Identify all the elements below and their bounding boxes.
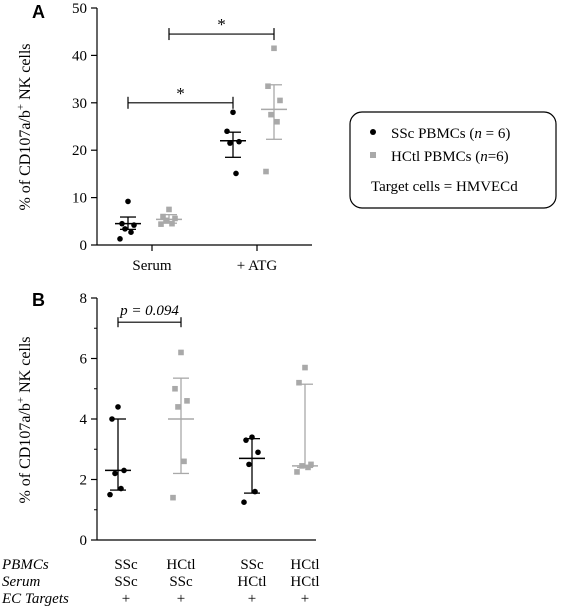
panel-a-point-hctl (268, 111, 274, 118)
panel-b-y-tick-label: 8 (80, 291, 88, 307)
condition-cell: HCtl (290, 557, 319, 573)
panel-b-point (178, 349, 184, 356)
panel-b-point (181, 458, 187, 465)
panel-a-axes: 0 10 20 30 40 50 Serum + ATG (72, 1, 312, 274)
panel-b-y-tick-label: 0 (80, 533, 88, 549)
panel-a-y-tick-label: 0 (80, 238, 88, 254)
panel-a-point-hctl (166, 206, 172, 213)
panel-a-point-hctl (271, 45, 277, 52)
panel-b-point (296, 379, 302, 386)
panel-a-point-hctl (274, 118, 280, 125)
panel-a-point-hctl (172, 215, 178, 222)
panel-b-point (115, 404, 121, 410)
panel-b-y-tick-label: 4 (80, 412, 88, 428)
panel-b-marks (105, 317, 318, 505)
panel-a-point-ssc (233, 170, 239, 177)
panel-b-y-tick-label: 6 (80, 352, 88, 368)
condition-cell: + (122, 591, 130, 607)
panel-b-y-tick-label: 2 (80, 473, 88, 489)
legend-ssc-label: SSc PBMCs (n = 6) (391, 126, 510, 142)
panel-a-y-tick-label: 30 (72, 96, 87, 112)
panel-b-point (241, 499, 247, 505)
panel-a-point-hctl (263, 168, 269, 175)
panel-a-x-tick-label: Serum (132, 258, 171, 274)
panel-b-point (255, 449, 261, 456)
panel-a-y-axis-label: % of CD107a/b+ NK cells (15, 43, 34, 210)
panel-a-point-ssc (224, 128, 230, 135)
legend-hctl-label: HCtl PBMCs (n=6) (391, 149, 509, 165)
panel-a-letter: A (32, 2, 45, 22)
panel-a-point-hctl (265, 83, 271, 90)
condition-cell: SSc (240, 557, 264, 573)
panel-a-y-tick-label: 20 (72, 143, 87, 159)
legend: SSc PBMCs (n = 6) HCtl PBMCs (n=6) Targe… (349, 111, 557, 209)
panel-a-y-tick-label: 10 (72, 191, 87, 207)
condition-row-label: PBMCs (1, 557, 49, 573)
panel-b-point (246, 461, 252, 468)
panel-b-letter: B (32, 290, 45, 310)
panel-a-point-hctl (160, 213, 166, 220)
legend-ssc-marker (370, 129, 376, 135)
panel-b-point (302, 364, 308, 371)
panel-b-point (175, 404, 181, 410)
panel-a-point-ssc (236, 138, 242, 145)
condition-cell: SSc (114, 557, 138, 573)
condition-row-label: Serum (2, 574, 40, 590)
panel-b-point (170, 494, 176, 501)
panel-b-point (184, 398, 190, 404)
panel-a-point-ssc (128, 229, 134, 236)
panel-a-marks: ** (115, 15, 287, 242)
panel-a: A % of CD107a/b+ NK cells 0 10 20 30 40 50 Ser… (15, 1, 312, 274)
panel-b: B % of CD107a/b+ NK cells p = 0.094 0 2 4 6… (1, 290, 320, 607)
panel-a-point-ssc (230, 109, 236, 116)
panel-a-point-hctl (277, 97, 283, 104)
panel-a-point-hctl (158, 221, 164, 227)
legend-target-note: Target cells = HMVECd (371, 179, 518, 195)
legend-box (349, 111, 557, 209)
panel-a-y-tick-label: 50 (72, 1, 87, 17)
panel-a-y-tick-label: 40 (72, 48, 87, 64)
condition-cell: + (301, 591, 309, 607)
panel-b-axes: 0 2 4 6 8 (80, 291, 316, 549)
panel-b-point (107, 491, 113, 498)
panel-b-point (308, 461, 314, 468)
panel-b-point (112, 470, 118, 477)
panel-a-point-hctl (163, 217, 169, 224)
condition-cell: HCtl (166, 557, 195, 573)
panel-b-point (294, 469, 300, 475)
condition-cell: HCtl (290, 574, 319, 590)
condition-cell: + (248, 591, 256, 607)
panel-b-y-axis-label: % of CD107a/b+ NK cells (15, 336, 34, 503)
panel-a-x-tick-label: + ATG (237, 258, 278, 274)
panel-b-point (172, 385, 178, 392)
condition-cell: SSc (114, 574, 138, 590)
panel-a-point-ssc (117, 236, 123, 242)
panel-a-point-ssc (227, 140, 233, 146)
panel-a-point-ssc (125, 198, 131, 205)
panel-b-p-value: p = 0.094 (119, 303, 179, 319)
significance-star: * (176, 84, 185, 103)
condition-cell: + (177, 591, 185, 607)
condition-cell: SSc (169, 574, 193, 590)
legend-hctl-marker (370, 152, 376, 158)
significance-star: * (217, 15, 226, 34)
condition-cell: HCtl (237, 574, 266, 590)
condition-row-label: EC Targets (1, 591, 69, 607)
